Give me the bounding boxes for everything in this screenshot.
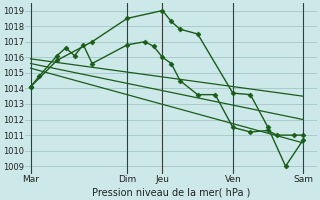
X-axis label: Pression niveau de la mer( hPa ): Pression niveau de la mer( hPa ) bbox=[92, 187, 251, 197]
